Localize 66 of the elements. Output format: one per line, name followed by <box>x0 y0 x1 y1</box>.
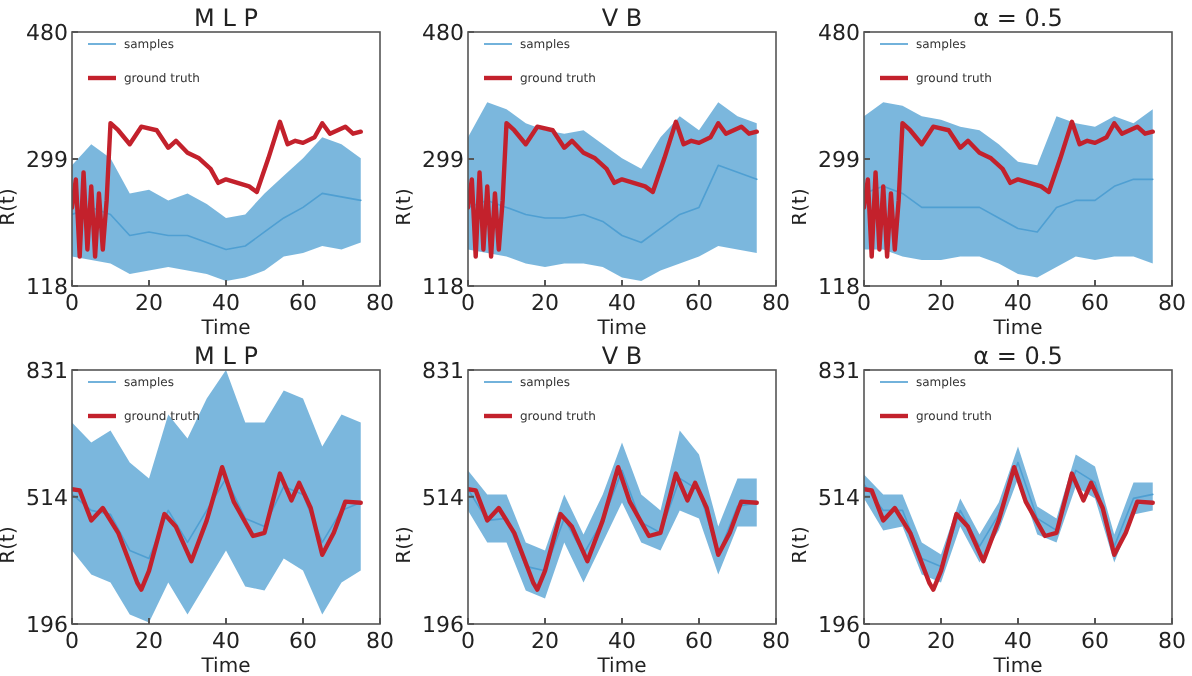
x-tick-label: 0 <box>857 290 871 316</box>
x-tick-label: 60 <box>685 628 713 654</box>
line-series <box>864 119 1155 259</box>
x-tick-label: 40 <box>608 628 636 654</box>
x-axis-title: Time <box>595 318 647 340</box>
x-tick-label: 40 <box>212 290 240 316</box>
x-tick-label: 40 <box>608 290 636 316</box>
y-tick-label: 118 <box>26 273 68 300</box>
y-tick-label: 480 <box>422 19 464 46</box>
x-tick-label: 80 <box>366 628 394 654</box>
y-tick-label: 480 <box>818 19 860 46</box>
chart-title: α = 0.5 <box>973 4 1063 32</box>
x-axis-title: Time <box>991 318 1043 340</box>
x-tick-label: 60 <box>289 628 317 654</box>
x-axis-title: Time <box>199 656 251 676</box>
x-tick-label: 60 <box>1081 628 1109 654</box>
x-axis-title: Time <box>199 318 251 340</box>
x-axis-title: Time <box>991 656 1043 676</box>
x-tick-label: 40 <box>1004 628 1032 654</box>
line-series <box>72 119 363 259</box>
x-tick-label: 80 <box>366 290 394 316</box>
y-tick-label: 196 <box>26 611 68 638</box>
x-tick-label: 0 <box>65 628 79 654</box>
y-tick-label: 514 <box>818 484 860 511</box>
x-tick-label: 20 <box>927 628 955 654</box>
x-tick-label: 40 <box>212 628 240 654</box>
y-tick-label: 831 <box>422 357 464 384</box>
chart-title: V B <box>601 4 643 32</box>
y-tick-label: 196 <box>422 611 464 638</box>
y-tick-label: 299 <box>818 146 860 173</box>
x-tick-label: 20 <box>927 290 955 316</box>
y-tick-label: 299 <box>26 146 68 173</box>
x-tick-label: 0 <box>65 290 79 316</box>
x-tick-label: 40 <box>1004 290 1032 316</box>
line-series <box>468 465 759 592</box>
chart-title: M L P <box>194 342 258 370</box>
y-tick-label: 480 <box>26 19 68 46</box>
y-tick-label: 118 <box>422 273 464 300</box>
x-tick-label: 60 <box>289 290 317 316</box>
x-tick-label: 60 <box>1081 290 1109 316</box>
y-tick-label: 514 <box>422 484 464 511</box>
y-tick-label: 831 <box>26 357 68 384</box>
line-series <box>468 119 759 259</box>
y-tick-label: 299 <box>422 146 464 173</box>
x-tick-label: 20 <box>135 628 163 654</box>
x-axis-title: Time <box>595 656 647 676</box>
x-tick-label: 20 <box>531 628 559 654</box>
chart-title: M L P <box>194 4 258 32</box>
x-tick-label: 80 <box>1158 628 1186 654</box>
x-tick-label: 0 <box>461 628 475 654</box>
chart-title: V B <box>601 342 643 370</box>
x-tick-label: 0 <box>461 290 475 316</box>
y-tick-label: 196 <box>818 611 860 638</box>
x-tick-label: 60 <box>685 290 713 316</box>
x-tick-label: 20 <box>135 290 163 316</box>
y-tick-label: 118 <box>818 273 860 300</box>
y-tick-label: 514 <box>26 484 68 511</box>
line-series <box>72 465 363 592</box>
x-tick-label: 20 <box>531 290 559 316</box>
y-tick-label: 831 <box>818 357 860 384</box>
x-tick-label: 0 <box>857 628 871 654</box>
line-series <box>864 465 1155 592</box>
x-tick-label: 80 <box>1158 290 1186 316</box>
chart-title: α = 0.5 <box>973 342 1063 370</box>
x-tick-label: 80 <box>762 290 790 316</box>
x-tick-label: 80 <box>762 628 790 654</box>
